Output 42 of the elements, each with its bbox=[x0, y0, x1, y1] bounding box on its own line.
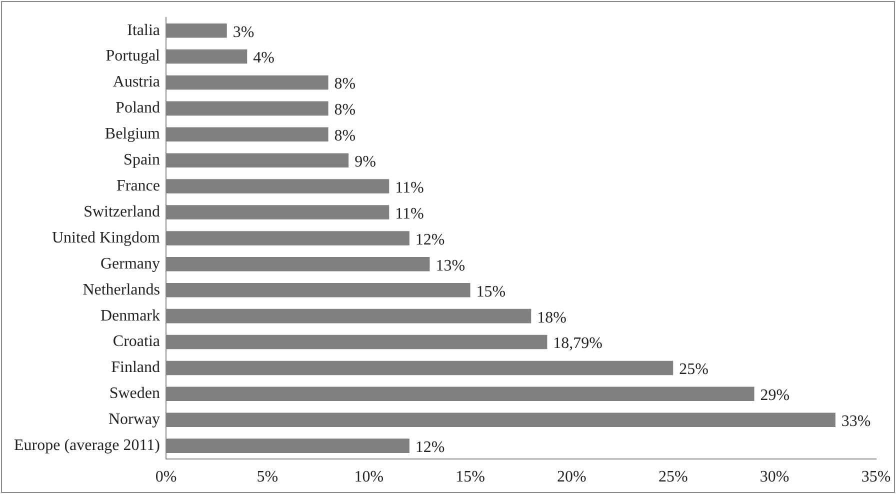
x-tick-label: 30% bbox=[760, 468, 790, 486]
y-tick-label: Norway bbox=[108, 411, 160, 428]
x-tick-label: 5% bbox=[256, 468, 278, 486]
y-tick-label: Netherlands bbox=[82, 281, 160, 298]
y-tick-label: Italia bbox=[127, 22, 160, 39]
y-tick-label: Finland bbox=[111, 359, 160, 376]
x-tick-label: 10% bbox=[354, 468, 384, 486]
data-label: 33% bbox=[841, 413, 871, 430]
data-label: 12% bbox=[415, 439, 445, 456]
data-label: 8% bbox=[334, 128, 356, 145]
y-tick-label: Croatia bbox=[112, 333, 160, 350]
data-label: 15% bbox=[476, 283, 506, 300]
data-label: 25% bbox=[679, 361, 708, 378]
data-label: 3% bbox=[232, 24, 254, 41]
data-label: 8% bbox=[334, 102, 356, 119]
y-tick-label: Europe (average 2011) bbox=[14, 437, 160, 454]
y-tick-label: Sweden bbox=[109, 385, 160, 402]
data-label: 4% bbox=[253, 50, 274, 67]
data-label: 13% bbox=[436, 257, 466, 274]
x-tick-label: 25% bbox=[658, 468, 688, 486]
y-tick-label: France bbox=[116, 177, 160, 194]
data-label: 11% bbox=[395, 205, 424, 222]
y-tick-label: Germany bbox=[100, 255, 160, 272]
data-label: 11% bbox=[395, 179, 424, 196]
x-tick-label: 35% bbox=[861, 468, 891, 486]
x-tick-label: 0% bbox=[155, 468, 177, 486]
data-label: 9% bbox=[354, 154, 376, 171]
y-tick-label: United Kingdom bbox=[52, 229, 161, 246]
data-label: 18,79% bbox=[553, 335, 602, 352]
x-tick-label: 20% bbox=[557, 468, 586, 486]
y-tick-label: Poland bbox=[116, 100, 160, 117]
data-label: 8% bbox=[334, 76, 356, 93]
y-tick-label: Denmark bbox=[100, 307, 160, 324]
data-label: 29% bbox=[760, 387, 790, 404]
y-tick-label: Belgium bbox=[104, 126, 161, 143]
data-label: 12% bbox=[415, 231, 445, 248]
x-tick-label: 15% bbox=[456, 468, 485, 486]
y-tick-label: Portugal bbox=[106, 48, 161, 65]
y-tick-label: Switzerland bbox=[84, 203, 160, 220]
y-tick-label: Austria bbox=[112, 74, 160, 91]
data-label: 18% bbox=[537, 309, 566, 326]
y-tick-label: Spain bbox=[124, 152, 160, 169]
